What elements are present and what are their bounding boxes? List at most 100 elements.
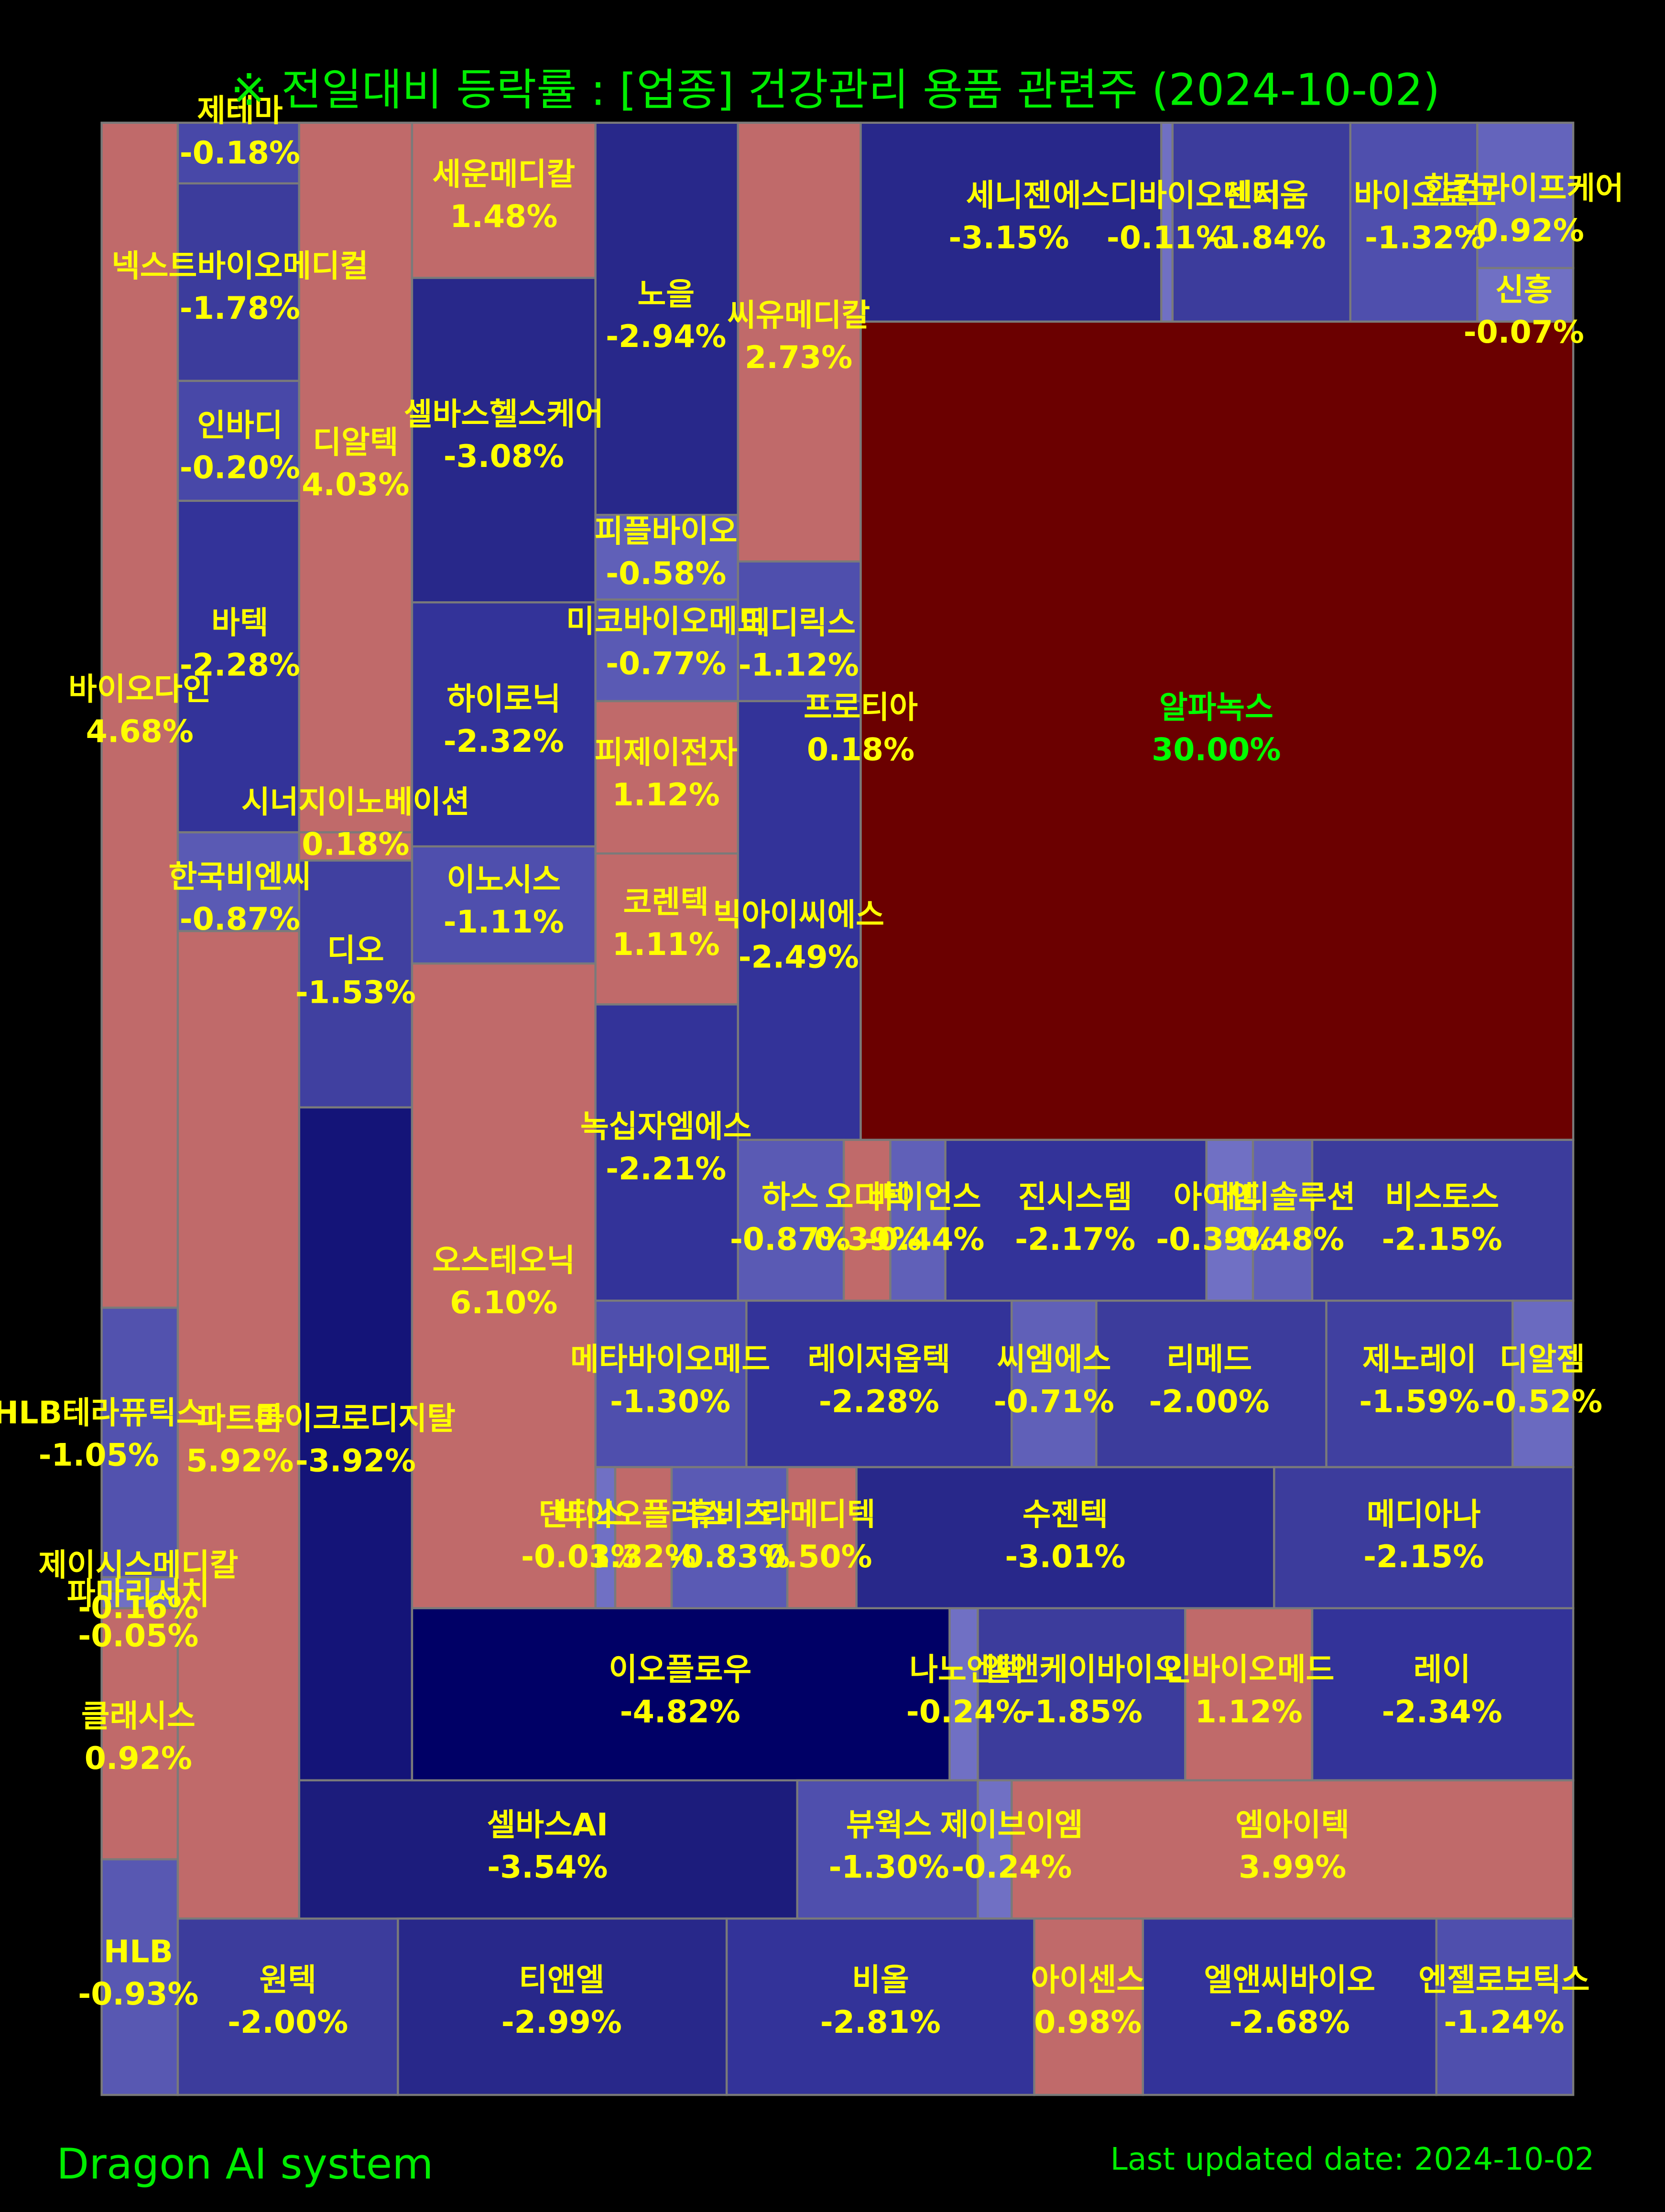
tile-change: -0.44%: [864, 1222, 984, 1258]
tile-change: -2.00%: [1149, 1384, 1269, 1420]
tile-change: -2.21%: [606, 1151, 726, 1187]
tile: [176, 1917, 399, 2096]
tile-name: 바이오다인: [68, 672, 211, 707]
tile-change: -0.07%: [1464, 314, 1584, 350]
tile-name: 셀바스헬스케어: [404, 396, 604, 432]
tile-name: 인바이오메드: [1163, 1652, 1334, 1688]
tile-name: 디오: [327, 933, 384, 968]
tile-name: 덴티스: [539, 1496, 624, 1532]
tile: [796, 1779, 979, 1920]
tile: [594, 1003, 739, 1302]
tile: [977, 1607, 1186, 1782]
tile-name: 한컴라이프케어: [1424, 171, 1624, 206]
tile-change: -0.92%: [1464, 213, 1584, 249]
tile-name: 알파녹스: [1159, 690, 1273, 726]
tile-name: 메디릭스: [741, 605, 856, 641]
tile-change: -2.68%: [1230, 2005, 1350, 2040]
tile-name: 디알텍: [313, 424, 398, 460]
tile-name: 제이브이엠: [940, 1807, 1083, 1843]
labels: 바이오다인 4.68% HLB테라퓨틱스 -1.05% 제이시스메디칼 -0.16%파마리…: [0, 93, 1624, 2040]
tile-name: 세운메디칼: [432, 157, 575, 193]
tile: [860, 320, 1575, 1141]
tile-name: HLB: [104, 1934, 173, 1970]
tile: [860, 121, 1163, 323]
tile-change: -1.11%: [444, 904, 564, 940]
tile-change: -2.00%: [228, 2005, 348, 2040]
tile-change: -3.01%: [1005, 1539, 1125, 1575]
tile-change: -0.52%: [1482, 1384, 1602, 1420]
tile-change: -0.58%: [606, 556, 726, 592]
tile-change: -2.49%: [739, 940, 859, 976]
tile: [1311, 1139, 1575, 1302]
tile: [298, 831, 414, 862]
tile: [594, 852, 739, 1006]
tile: [176, 499, 301, 834]
tile-change: -0.16%: [78, 1590, 198, 1626]
tile-change: -0.11%: [1107, 220, 1227, 256]
tile-change: -0.03%: [521, 1539, 642, 1575]
tile-name: 제테마: [197, 93, 283, 129]
tile-name: 진시스템: [1018, 1179, 1132, 1215]
tile: [670, 1466, 789, 1609]
tile-name: 메디아나: [1367, 1496, 1481, 1532]
tile-name: 레이저옵텍: [808, 1342, 951, 1377]
tile-change: 1.11%: [612, 927, 720, 963]
tile-name: 메디솔루션: [1213, 1179, 1356, 1215]
tile-change: 1.48%: [450, 199, 557, 235]
tile-name: 클래시스: [81, 1699, 196, 1735]
tile-name: 티앤엘: [519, 1962, 604, 1998]
tile-name: 프로티아: [804, 690, 918, 726]
tile: [176, 380, 301, 502]
tile-change: -2.81%: [820, 2005, 941, 2040]
tile-name: 넥스트바이오메디컬: [111, 248, 369, 284]
tile-change: 0.39%: [814, 1222, 922, 1258]
tile-change: 0.98%: [1034, 2005, 1142, 2040]
tile: [411, 601, 597, 848]
title: ※ 전일대비 등락률 : [업종] 건강관리 용품 관련주 (2024-10-0…: [231, 65, 1440, 116]
tile-change: 4.68%: [86, 714, 194, 749]
tile-change: -1.32%: [1365, 220, 1485, 256]
tile-name: 나노엔텍: [909, 1652, 1023, 1688]
tile-change: -0.39%: [1156, 1222, 1276, 1258]
tile: [725, 1917, 1035, 2096]
tile: [100, 1576, 179, 1593]
tile-change: -1.05%: [39, 1438, 159, 1474]
tile-name: 엠아이텍: [1235, 1807, 1349, 1843]
tile: [889, 1139, 947, 1302]
tile-name: 피제이전자: [595, 735, 738, 771]
tile-name: 이오플로우: [609, 1652, 751, 1688]
tile-change: -0.77%: [606, 646, 726, 682]
tile-change: -2.28%: [819, 1384, 939, 1420]
tile-change: -0.18%: [180, 135, 300, 171]
tile-change: -1.59%: [1359, 1384, 1480, 1420]
tile: [948, 1607, 979, 1782]
tile-change: -0.24%: [951, 1849, 1072, 1885]
tile-change: 0.18%: [807, 732, 914, 768]
tile-change: 2.73%: [745, 340, 852, 376]
tile-name: 메타바이오메드: [570, 1342, 770, 1377]
tile-name: 뷰웍스: [846, 1807, 932, 1843]
tile-name: 제노레이: [1362, 1342, 1477, 1377]
tile: [594, 121, 739, 516]
tile-name: 피플바이오: [595, 513, 738, 549]
tile-name: 비스토스: [1385, 1179, 1499, 1215]
tile-name: 덴티움: [1223, 178, 1308, 214]
tile-name: 코렌텍: [623, 885, 709, 921]
tile: [842, 1139, 892, 1302]
tile-name: 이노시스: [446, 862, 561, 898]
tile: [594, 1466, 617, 1609]
tile-name: 엘앤케이바이오: [982, 1652, 1182, 1688]
tile-change: -2.32%: [444, 724, 564, 759]
tile-change: -1.78%: [180, 291, 300, 326]
tile-change: 4.03%: [302, 467, 409, 503]
tile-change: -3.54%: [487, 1849, 608, 1885]
tile-name: 아이센스: [1031, 1962, 1145, 1998]
tile-name: 오스테오닉: [432, 1243, 575, 1279]
tile-name: 신흥: [1495, 272, 1552, 308]
tile-change: -0.87%: [180, 901, 300, 937]
brand: Dragon AI system: [56, 2139, 433, 2189]
tile-change: -1.30%: [828, 1849, 949, 1885]
tile-name: 바이오로그: [1354, 178, 1497, 214]
tile: [1435, 1917, 1575, 2096]
